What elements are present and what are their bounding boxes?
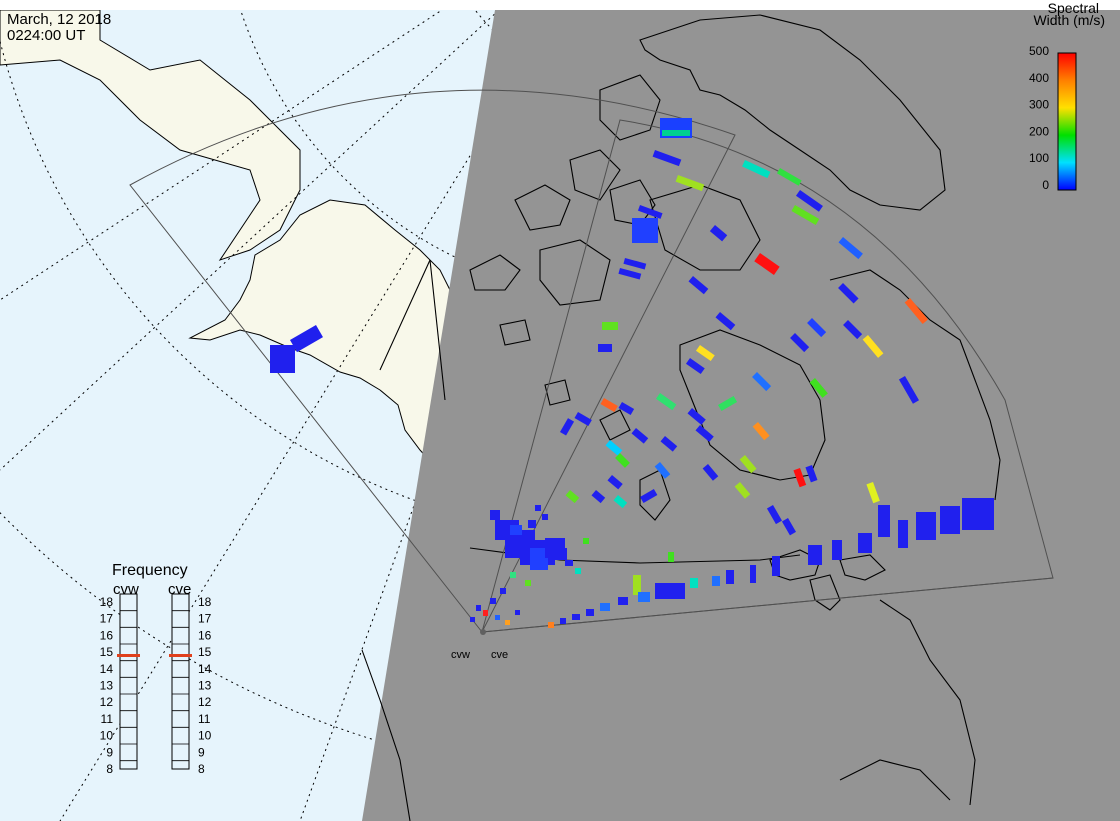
frequency-tick-label: 8 (106, 762, 113, 776)
frequency-panel: Frequency cvw cve 1817161514131211109818… (100, 562, 212, 776)
frequency-tick-label: 10 (100, 729, 114, 743)
frequency-tick-label: 17 (198, 612, 212, 626)
colorbar-ticks: 500 400 300 200 100 0 (1029, 44, 1049, 192)
site-label-cvw: cvw (451, 649, 470, 661)
frequency-tick-label: 11 (101, 712, 114, 726)
frequency-tick-label: 9 (106, 745, 113, 759)
site-marker-cvw (480, 629, 486, 635)
frequency-tick-label: 13 (198, 679, 212, 693)
colorbar-tick-label: 500 (1029, 44, 1049, 58)
colorbar-title-line2: Width (m/s) (1033, 12, 1105, 28)
frequency-tick-label: 10 (198, 729, 212, 743)
backscatter-cells (270, 118, 994, 628)
date-label: March, 12 2018 (7, 11, 111, 28)
frequency-tick-label: 18 (198, 595, 212, 609)
frequency-column-cvw (119, 593, 138, 770)
radar-sites: cvw cve (451, 629, 508, 661)
frequency-tick-label: 12 (198, 695, 212, 709)
colorbar-tick-label: 300 (1029, 98, 1049, 112)
night-side (362, 10, 1120, 821)
frequency-tick-label: 15 (100, 645, 114, 659)
frequency-tick-label: 17 (100, 612, 114, 626)
frequency-tick-label: 16 (198, 628, 212, 642)
colorbar-title-line1: Spectral (1048, 0, 1099, 16)
frequency-tick-label: 16 (100, 628, 114, 642)
frequency-tick-label: 15 (198, 645, 212, 659)
frequency-tick-label: 9 (198, 745, 205, 759)
frequency-tick-label: 12 (100, 695, 114, 709)
time-label: 0224:00 UT (7, 27, 85, 44)
site-label-cve: cve (491, 649, 508, 661)
colorbar-tick-label: 100 (1029, 151, 1049, 165)
frequency-title: Frequency (112, 562, 188, 579)
spectral-width-colorbar: Spectral Width (m/s) 500 400 300 200 100 0 (1029, 0, 1105, 192)
colorbar-tick-label: 200 (1029, 124, 1049, 138)
timestamp: March, 12 2018 0224:00 UT (7, 11, 111, 44)
daylit-land (0, 10, 481, 471)
colorbar-tick-label: 400 (1029, 71, 1049, 85)
frequency-tick-label: 11 (198, 712, 211, 726)
frequency-tick-label: 8 (198, 762, 205, 776)
colorbar-gradient (1057, 52, 1077, 191)
frequency-tick-label: 14 (198, 662, 212, 676)
frequency-tick-label: 18 (100, 595, 114, 609)
frequency-tick-label: 13 (100, 679, 114, 693)
frequency-column-cve (171, 593, 190, 770)
frequency-tick-label: 14 (100, 662, 114, 676)
frequency-columns: 18 17 16 15 14 13 12 11 10 9 8 18 17 16 15 14 13 12 11 10 9 8 (100, 593, 212, 776)
colorbar-tick-label: 0 (1042, 178, 1049, 192)
